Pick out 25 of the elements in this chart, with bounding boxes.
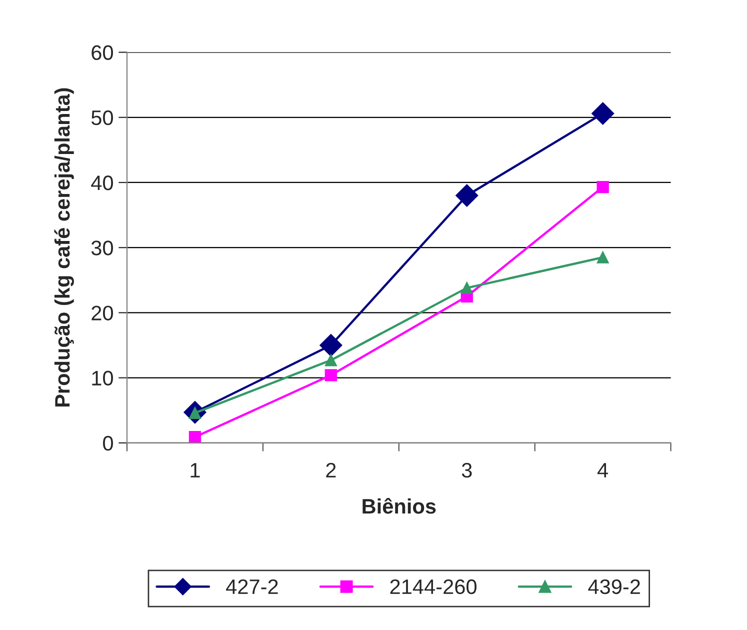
legend-label: 439-2 xyxy=(588,579,640,594)
y-tick-label: 60 xyxy=(92,45,113,60)
y-tick-label: 0 xyxy=(103,436,113,451)
y-axis-title: Produção (kg café cereja/planta) xyxy=(54,88,74,407)
point xyxy=(320,334,342,357)
point xyxy=(188,430,202,443)
x-axis-title: Biênios xyxy=(362,498,436,514)
point xyxy=(592,102,614,125)
point xyxy=(596,180,609,194)
y-tick-label: 10 xyxy=(92,370,113,386)
y-tick-label: 20 xyxy=(92,306,113,320)
point xyxy=(460,282,473,294)
x-tick-label: 3 xyxy=(462,462,472,478)
point xyxy=(596,251,609,264)
point xyxy=(324,369,337,382)
y-tick-label: 40 xyxy=(91,175,113,190)
legend-label: 427-2 xyxy=(226,579,278,594)
x-tick-label: 1 xyxy=(190,463,200,478)
x-tick-label: 2 xyxy=(326,462,336,478)
x-tick-label: 4 xyxy=(598,463,608,478)
legend-label: 2144-260 xyxy=(390,579,476,594)
point xyxy=(324,354,337,366)
y-tick-label: 50 xyxy=(91,110,113,126)
y-tick-label: 30 xyxy=(91,240,113,256)
point xyxy=(456,184,478,207)
